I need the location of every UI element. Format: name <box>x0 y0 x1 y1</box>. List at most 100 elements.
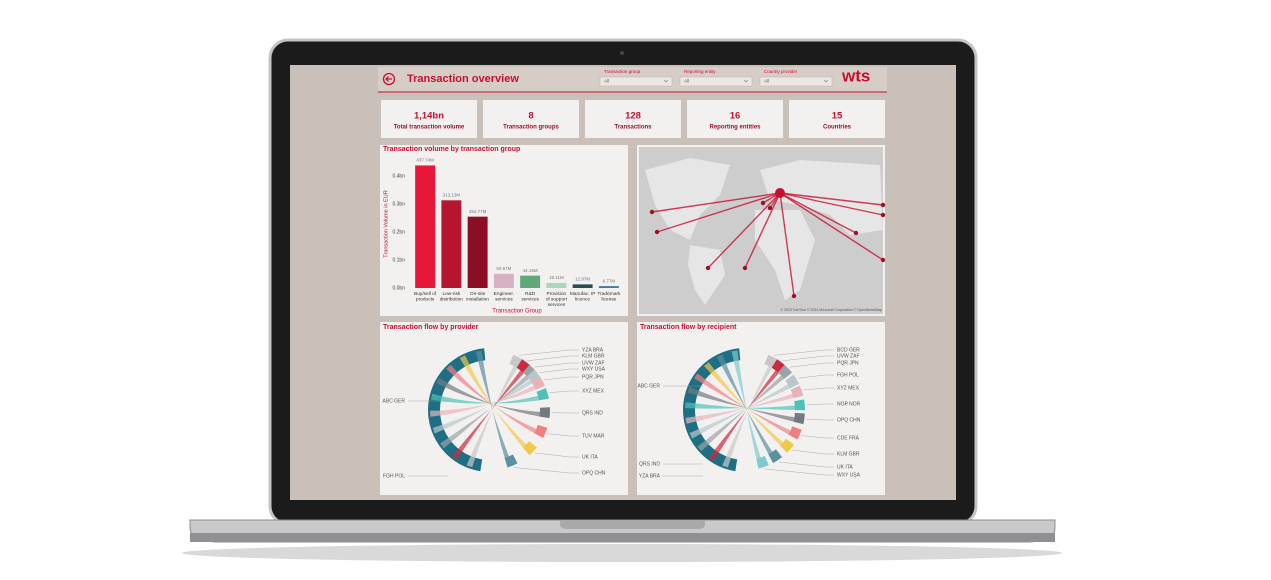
leader-line <box>789 362 834 368</box>
chord-label: XYZ MEX <box>837 385 860 391</box>
value-label: 437.74M <box>416 158 434 163</box>
dropdown-caret <box>663 79 669 83</box>
filter-dropdown[interactable] <box>599 76 673 87</box>
panel-title: Transaction flow by provider <box>383 324 479 331</box>
y-tick-label: 0.1bn <box>392 257 405 263</box>
y-tick-label: 0.0bn <box>392 285 405 291</box>
filter-value: All <box>764 79 769 84</box>
chord-label: PQR JPN <box>837 360 859 366</box>
chord-ribbon <box>708 362 786 462</box>
chord-ribbon <box>430 380 545 417</box>
route <box>707 192 781 269</box>
leader-line <box>792 449 834 455</box>
chord-label: QRS IND <box>639 461 660 467</box>
y-axis-title: Transaction Volume in EUR <box>383 190 389 257</box>
x-tick-label: Engineer. services <box>494 291 514 303</box>
chord-ribbon <box>731 350 764 469</box>
bar <box>467 216 488 288</box>
chord-diagram <box>663 348 834 477</box>
chord-ribbon <box>689 379 800 439</box>
filter-dropdown[interactable] <box>679 76 753 87</box>
chord-ribbon <box>704 362 791 453</box>
notch <box>560 520 705 529</box>
kpi-value: 8 <box>528 111 533 122</box>
bar <box>520 275 541 288</box>
chord-ribbon <box>694 373 800 440</box>
chord-ribbon <box>451 362 531 460</box>
leader-line <box>782 355 834 361</box>
chord-label: OPQ CHN <box>582 470 606 476</box>
chord-label: BCD GER <box>837 347 860 353</box>
route <box>779 192 795 297</box>
route-end <box>880 212 886 218</box>
dropdown-caret <box>823 79 829 83</box>
back-button[interactable] <box>382 72 396 86</box>
leader-line <box>519 349 579 356</box>
kpi-label: Transactions <box>614 125 652 131</box>
chord-label: UK ITA <box>837 464 853 470</box>
x-tick-label: Low-risk distribution <box>440 291 464 303</box>
base-edge <box>190 533 1055 542</box>
route <box>779 192 884 261</box>
chord-ribbon <box>685 402 805 411</box>
leader-line <box>547 433 579 437</box>
chord-ribbon <box>440 368 537 449</box>
chord-label: YZA BRA <box>639 473 661 479</box>
land <box>645 158 730 240</box>
chord-label: WXY USA <box>837 472 861 478</box>
chord-label: XYZ MEX <box>582 388 605 394</box>
route-end <box>742 265 748 271</box>
route-end <box>880 257 886 263</box>
chord-label: UVW ZAF <box>837 353 860 359</box>
route <box>744 192 781 269</box>
filter-value: All <box>684 79 689 84</box>
leader-line <box>803 387 834 391</box>
chord-label: WXY USA <box>582 366 606 372</box>
kpi-label: Countries <box>823 125 852 131</box>
chord-label: ABC GER <box>637 383 660 389</box>
route <box>779 192 884 216</box>
filter-label: Reporting entity <box>684 69 716 74</box>
leader-line <box>544 376 579 381</box>
land <box>755 210 815 300</box>
route-end <box>767 205 773 211</box>
camera <box>620 51 624 55</box>
kpi-card <box>381 100 477 138</box>
provider-panel <box>380 322 628 495</box>
chord-label: PQR JPN <box>582 374 604 380</box>
kpi-card <box>687 100 783 138</box>
chord-ribbon <box>687 386 805 425</box>
chord-label: KLM GBR <box>837 451 860 457</box>
leader-line <box>798 374 834 379</box>
kpi-label: Total transaction volume <box>394 125 465 131</box>
kpi-card <box>483 100 579 138</box>
chord-ribbon <box>475 350 513 468</box>
bar <box>415 165 436 288</box>
chord-label: CDE FRA <box>837 435 860 441</box>
leader-line <box>549 390 579 393</box>
value-label: 12.97M <box>575 277 590 282</box>
leader-line <box>806 403 834 405</box>
chord-label: QRS IND <box>582 410 603 416</box>
chord-segment <box>428 348 486 472</box>
chord-label: TUV MAR <box>582 433 605 439</box>
leader-line <box>534 452 579 458</box>
chart-title: Transaction volume by transaction group <box>383 146 520 153</box>
value-label: 18.11M <box>549 275 564 280</box>
bar <box>546 282 567 288</box>
chord-label: YZA BRA <box>582 347 604 353</box>
value-label: 313.13M <box>443 193 461 198</box>
value-label: 44.15M <box>523 268 538 273</box>
kpi-card <box>585 100 681 138</box>
leader-line <box>534 362 579 368</box>
chord-label: FGH POL <box>383 473 405 479</box>
filter-dropdown[interactable] <box>759 76 833 87</box>
x-tick-label: Trademark license <box>597 291 621 303</box>
route <box>779 192 857 234</box>
chord-label: UK ITA <box>582 454 598 460</box>
filter-label: Transaction group <box>604 69 641 74</box>
kpi-value: 128 <box>625 111 641 122</box>
route-end <box>760 200 766 206</box>
